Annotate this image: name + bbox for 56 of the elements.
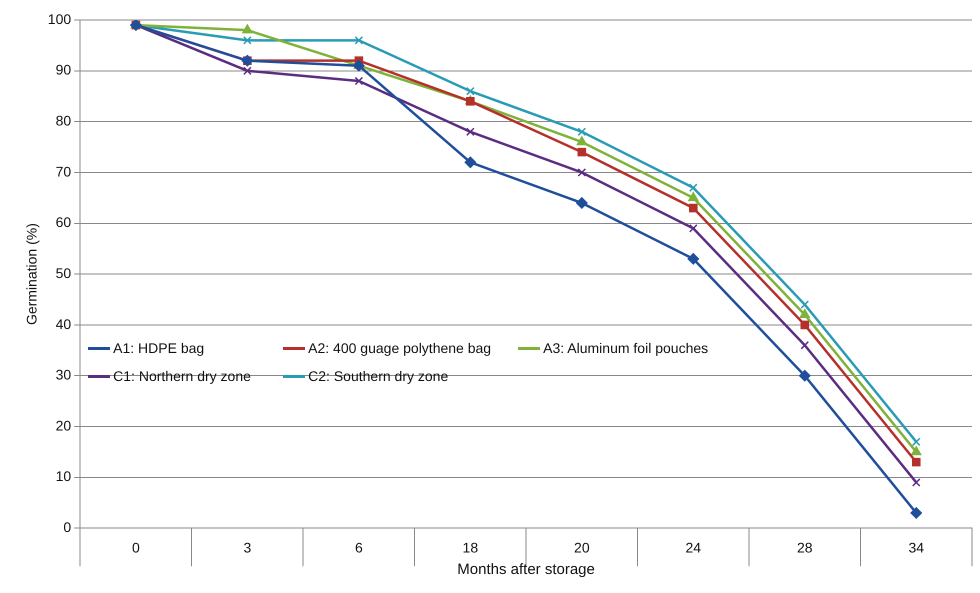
y-tick-label: 20 (56, 417, 72, 434)
point (800, 320, 810, 330)
legend-label: A2: 400 guage polythene bag (308, 340, 492, 356)
point (688, 253, 700, 265)
point (800, 340, 810, 350)
x-tick-label: 28 (796, 539, 813, 556)
point (578, 148, 586, 156)
y-tick-label: 70 (56, 163, 72, 180)
point (466, 128, 475, 136)
legend-label: A1: HDPE bag (113, 340, 204, 356)
point (242, 24, 252, 34)
point (243, 36, 252, 45)
point (689, 204, 698, 212)
x-tick-label: 18 (462, 539, 478, 556)
point (800, 309, 810, 318)
legend-label: C2: Southern dry zone (308, 368, 448, 384)
x-tick-label: 3 (243, 539, 252, 556)
y-tick-label: 90 (56, 62, 72, 78)
x-axis-title: Months after storage (457, 561, 595, 578)
point (688, 192, 698, 202)
y-tick-label: 100 (48, 10, 72, 27)
x-tick-label: 6 (354, 539, 363, 556)
y-tick-label: 30 (56, 366, 72, 383)
point (576, 197, 588, 209)
point (689, 224, 698, 233)
x-tick-label: 20 (574, 539, 590, 556)
y-tick-label: 0 (63, 519, 72, 536)
point (576, 136, 587, 146)
x-tick-label: 34 (908, 539, 924, 556)
point (578, 168, 586, 177)
point (910, 507, 922, 519)
point (464, 156, 476, 168)
point (354, 36, 364, 45)
point (466, 86, 475, 96)
legend-label: C1: Northern dry zone (113, 368, 251, 384)
point (578, 128, 586, 136)
point (354, 76, 364, 86)
point (466, 97, 475, 106)
y-tick-label: 50 (56, 264, 72, 281)
point (912, 478, 921, 487)
point (689, 183, 698, 192)
legend-label: A3: Aluminum foil pouches (543, 340, 708, 356)
y-tick-label: 10 (56, 468, 72, 484)
x-tick-label: 24 (686, 539, 702, 556)
y-tick-label: 80 (56, 112, 72, 128)
x-tick-label: 0 (132, 539, 140, 556)
y-tick-label: 60 (56, 214, 72, 230)
point (243, 66, 252, 76)
y-axis-title: Germination (%) (23, 223, 40, 326)
point (800, 300, 810, 309)
point (799, 370, 811, 382)
point (912, 438, 921, 446)
point (353, 60, 365, 72)
y-tick-label: 40 (56, 316, 72, 332)
point (912, 458, 921, 466)
point (911, 446, 922, 456)
